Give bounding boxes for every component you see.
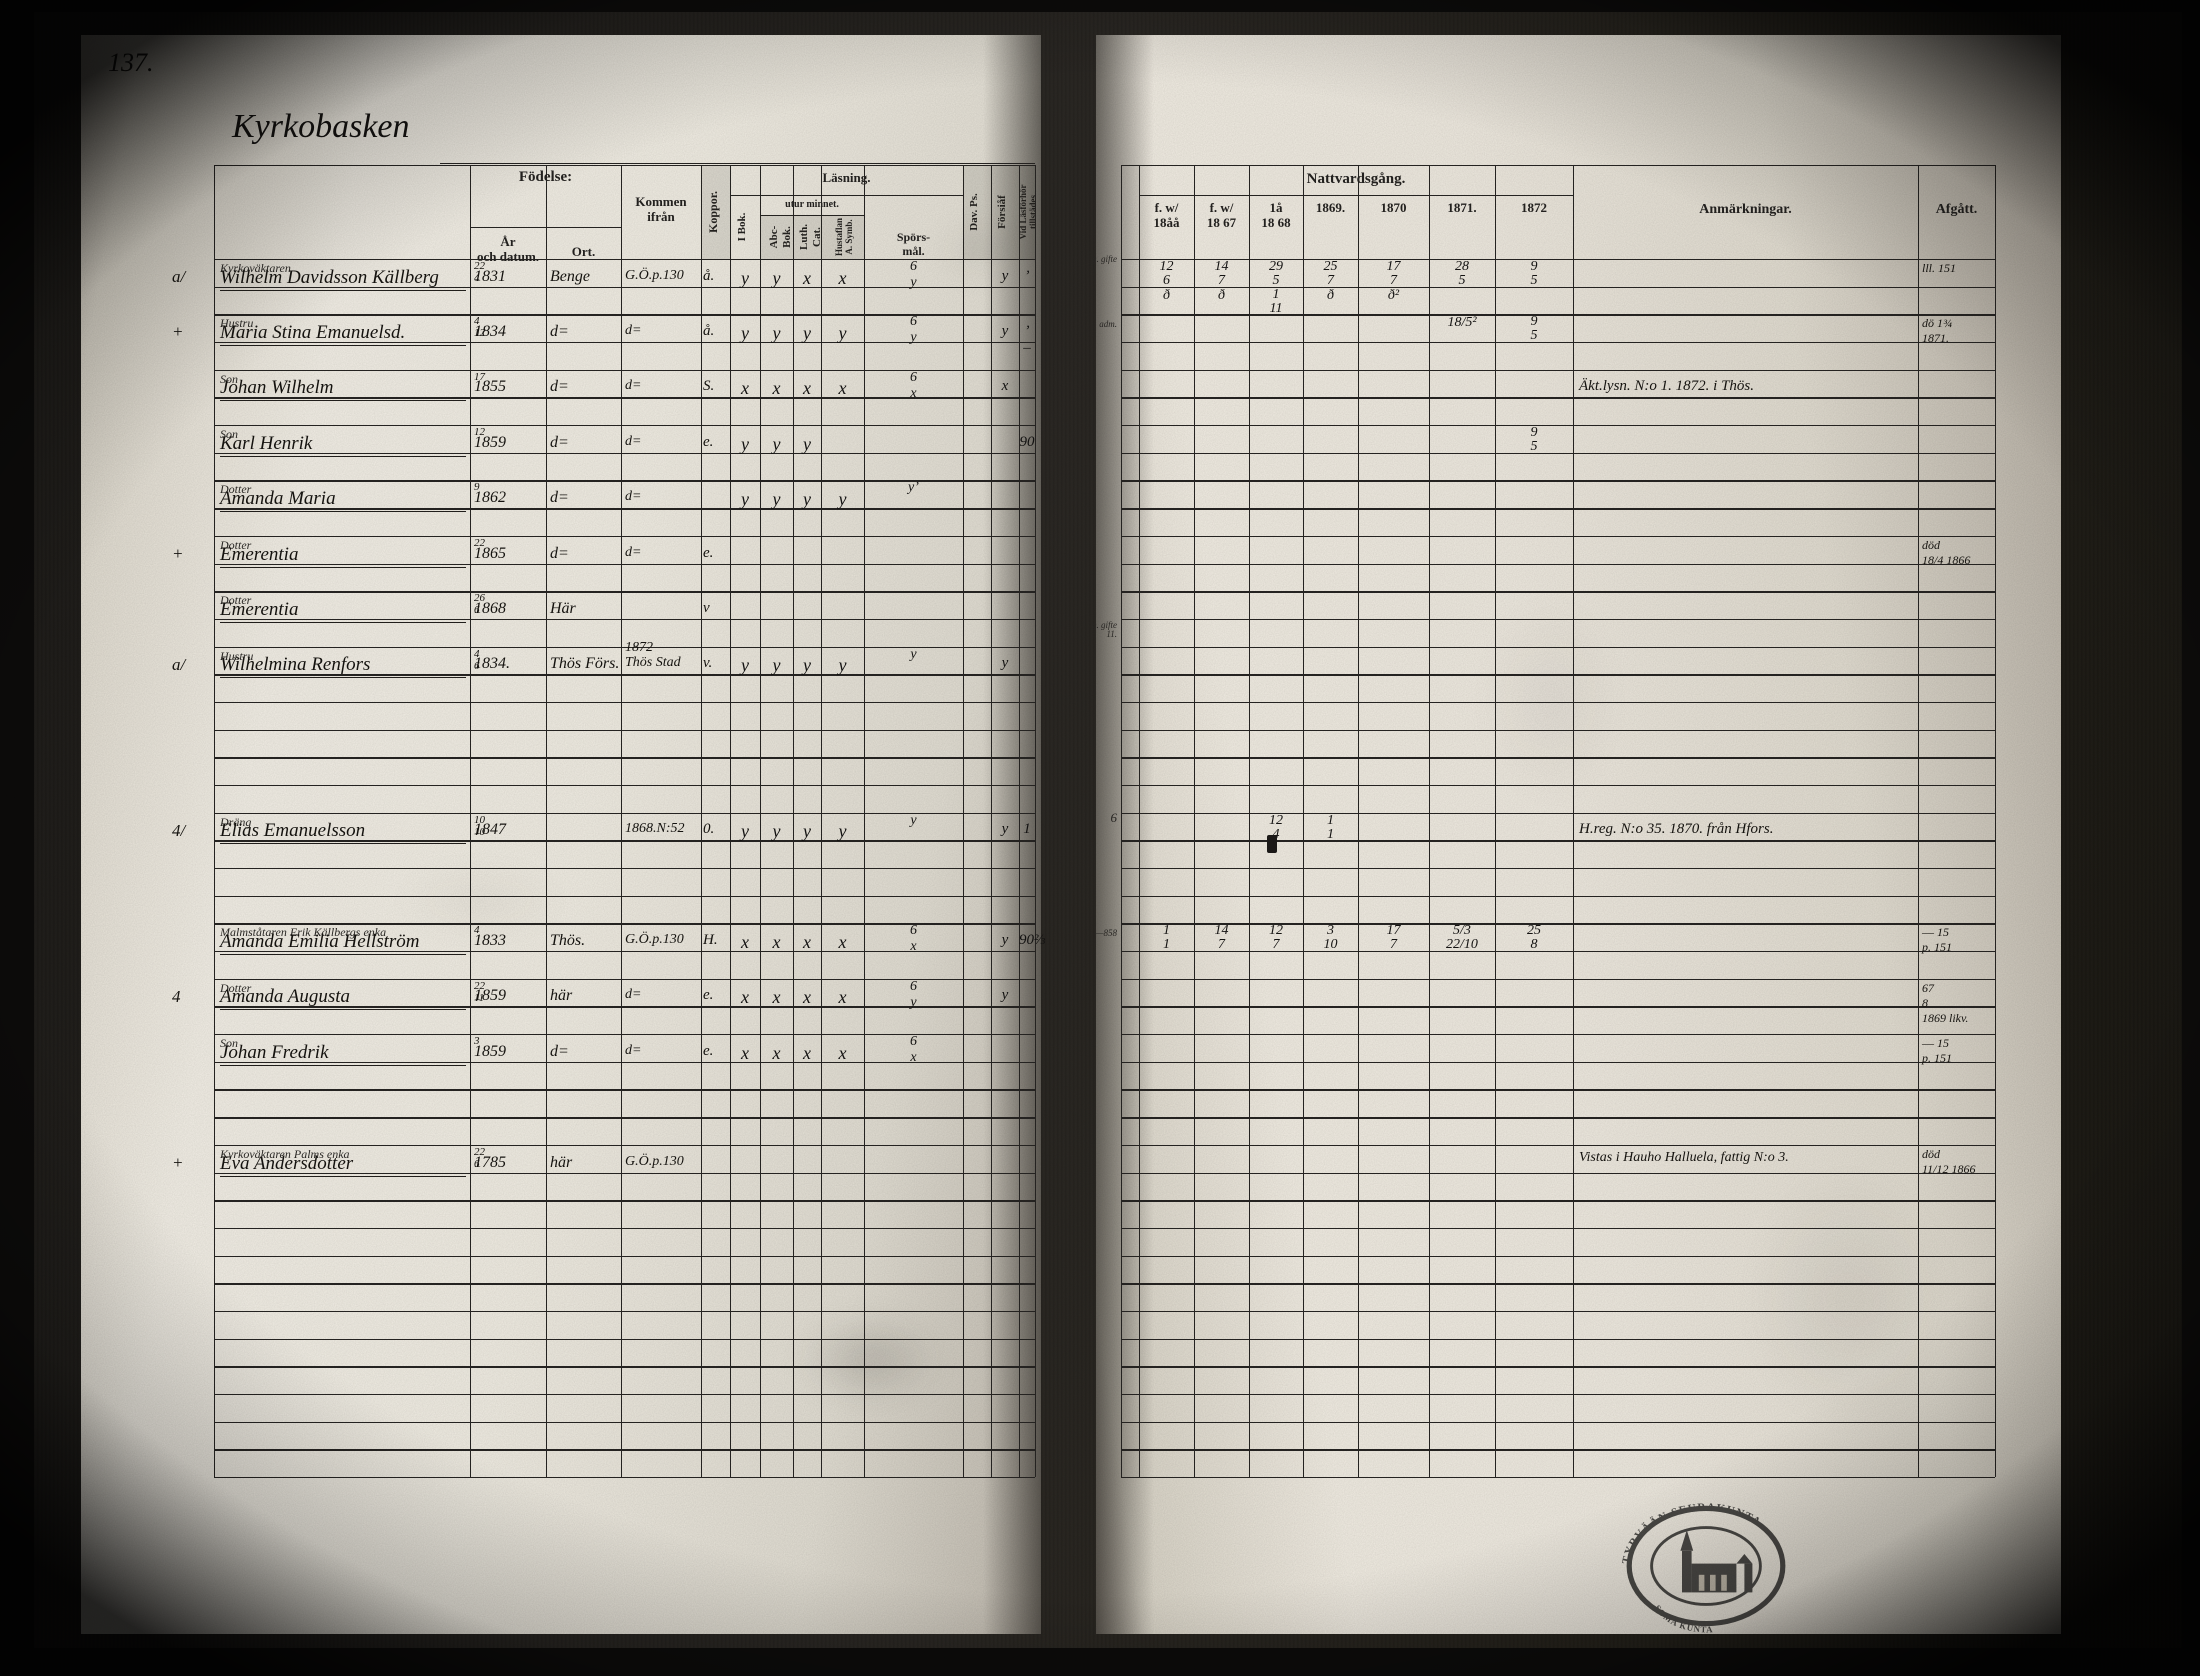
svg-text:TYRVÄÄN SEURAKUNTA: TYRVÄÄN SEURAKUNTA: [1620, 1502, 1763, 1565]
